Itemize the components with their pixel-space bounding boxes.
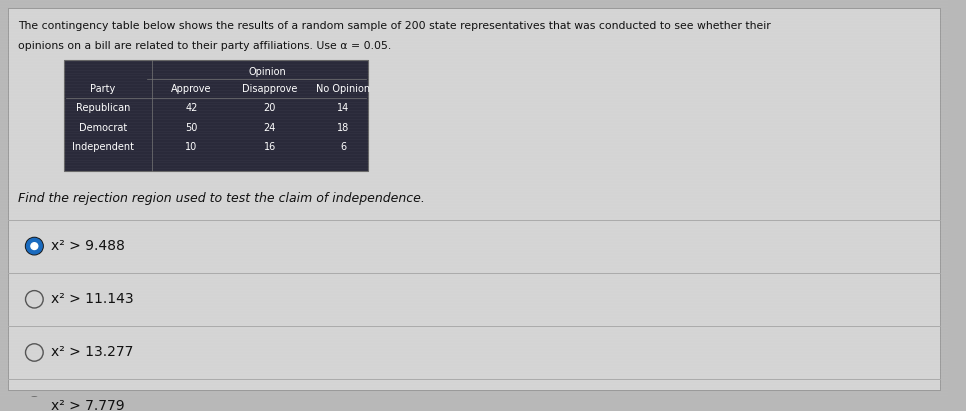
Text: x² > 9.488: x² > 9.488 — [51, 239, 125, 253]
Text: x² > 7.779: x² > 7.779 — [51, 399, 125, 411]
Text: opinions on a bill are related to their party affiliations. Use α = 0.05.: opinions on a bill are related to their … — [17, 41, 391, 51]
Text: 18: 18 — [337, 122, 350, 133]
Text: No Opinion: No Opinion — [317, 84, 371, 94]
Circle shape — [25, 238, 43, 255]
Text: x² > 13.277: x² > 13.277 — [51, 346, 133, 360]
FancyBboxPatch shape — [64, 60, 368, 171]
Text: 42: 42 — [185, 103, 197, 113]
Text: Opinion: Opinion — [248, 67, 286, 76]
Text: 14: 14 — [337, 103, 350, 113]
FancyBboxPatch shape — [8, 8, 940, 390]
Text: 20: 20 — [264, 103, 276, 113]
Text: The contingency table below shows the results of a random sample of 200 state re: The contingency table below shows the re… — [17, 21, 771, 31]
Text: Approve: Approve — [171, 84, 212, 94]
Text: 50: 50 — [185, 122, 197, 133]
Text: Disapprove: Disapprove — [242, 84, 298, 94]
Text: 10: 10 — [185, 142, 197, 152]
Circle shape — [31, 243, 38, 249]
Text: x² > 11.143: x² > 11.143 — [51, 292, 133, 306]
Text: Independent: Independent — [72, 142, 134, 152]
Circle shape — [26, 238, 43, 254]
Text: Republican: Republican — [76, 103, 130, 113]
Text: Democrat: Democrat — [79, 122, 128, 133]
Text: Party: Party — [91, 84, 116, 94]
Text: Find the rejection region used to test the claim of independence.: Find the rejection region used to test t… — [17, 192, 424, 206]
Text: 16: 16 — [264, 142, 276, 152]
Text: 24: 24 — [264, 122, 276, 133]
Text: 6: 6 — [340, 142, 347, 152]
